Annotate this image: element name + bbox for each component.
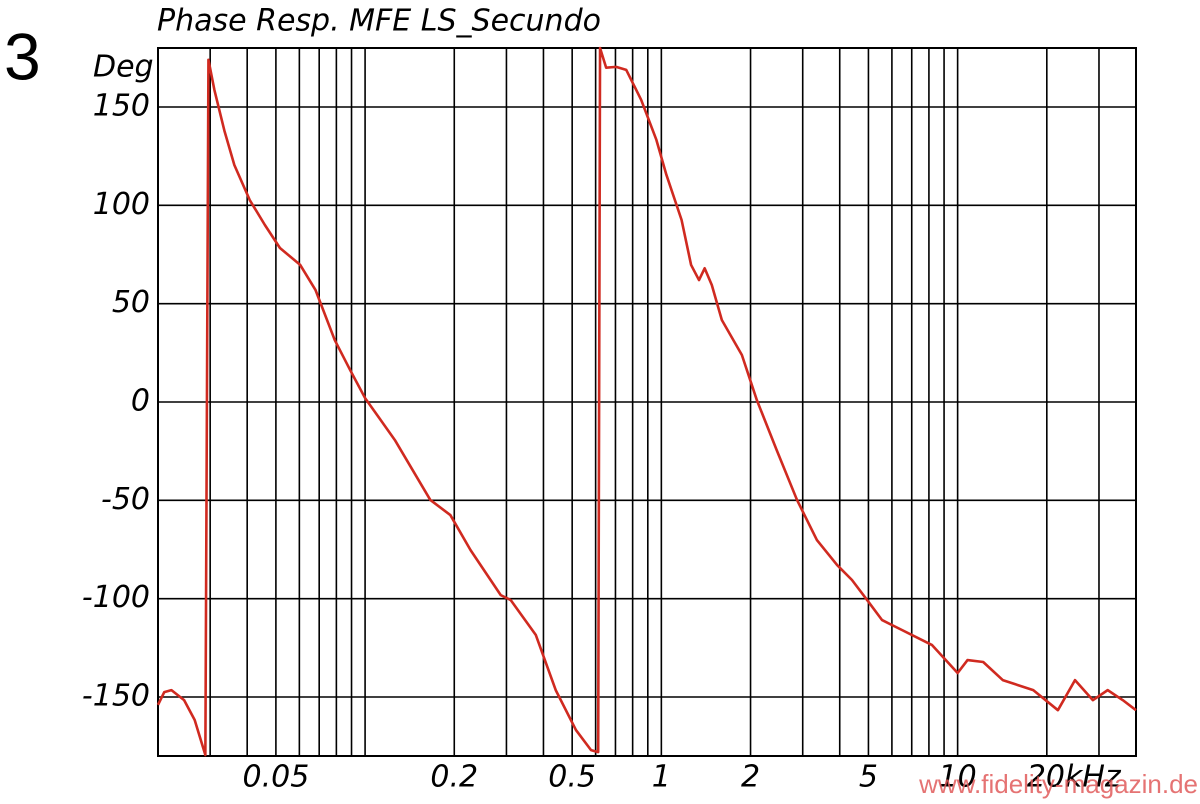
x-tick-label: 0.05 <box>242 760 309 795</box>
x-tick-label: 5 <box>859 760 878 795</box>
y-tick-label: -100 <box>82 580 150 615</box>
x-tick-label: 1 <box>652 760 671 795</box>
y-tick-label: 150 <box>93 89 150 124</box>
x-tick-label: 0.2 <box>430 760 478 795</box>
x-tick-label: 0.5 <box>548 760 596 795</box>
x-tick-label: 2 <box>741 760 760 795</box>
x-tick-label: 10 <box>939 760 977 795</box>
plot-frame <box>157 47 1137 757</box>
y-tick-label: 0 <box>131 384 150 419</box>
y-tick-label: -50 <box>101 482 150 517</box>
y-axis-label: Deg <box>93 50 154 85</box>
phase-line <box>156 46 1137 757</box>
chart-title: Phase Resp. MFE LS_Secundo <box>157 4 601 39</box>
y-tick-label: 100 <box>93 187 150 222</box>
figure-number: 3 <box>4 19 41 93</box>
watermark: www.fidelity-magazin.de <box>918 769 1198 799</box>
x-tick-label: 20kHz <box>1027 760 1122 795</box>
y-tick-label: 50 <box>112 285 150 320</box>
y-tick-label: -150 <box>82 679 150 714</box>
